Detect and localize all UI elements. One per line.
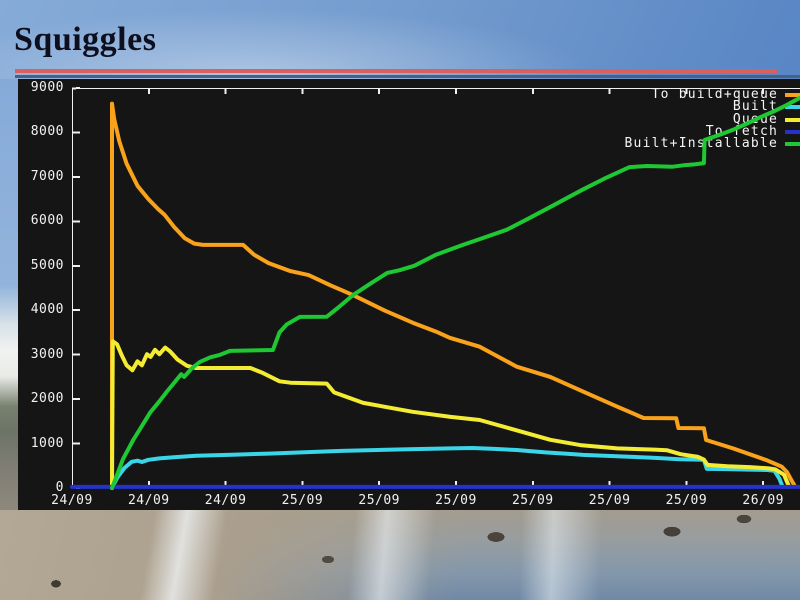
series-line-queue xyxy=(110,339,792,490)
y-tick-label: 0 xyxy=(55,480,64,495)
chart-legend: To build+queue Built Queue To fetch Built+In… xyxy=(624,88,800,152)
series-line-built-installable xyxy=(110,95,800,490)
series-line-to-build-queue xyxy=(110,101,797,490)
axis-line xyxy=(71,486,81,489)
title-rule-blue xyxy=(15,75,800,78)
slide-title: Squiggles xyxy=(14,21,157,58)
x-tick-label: 25/09 xyxy=(511,493,554,508)
title-rule-red xyxy=(15,69,777,73)
legend-swatch xyxy=(785,142,800,147)
y-tick-label: 7000 xyxy=(30,168,64,184)
beach-photo-bottom xyxy=(0,510,800,600)
x-tick-label: 24/09 xyxy=(51,493,93,508)
x-tick-label: 25/09 xyxy=(435,493,477,508)
chart-panel: 9000 8000 7000 6000 5000 4000 3000 2000 1000 0 24… xyxy=(18,79,800,510)
sky-background xyxy=(0,0,800,79)
y-tick-label: 3000 xyxy=(30,346,64,362)
y-tick-label: 6000 xyxy=(30,213,64,229)
axis-line xyxy=(71,87,81,90)
y-tick-label: 8000 xyxy=(30,124,64,140)
legend-swatch xyxy=(785,130,800,135)
x-tick-label: 25/09 xyxy=(358,493,401,508)
legend-swatch xyxy=(785,93,800,98)
x-tick-label: 24/09 xyxy=(204,493,247,508)
beach-photo-left-edge xyxy=(0,79,18,510)
x-tick-label: 25/09 xyxy=(281,493,324,508)
x-tick-label: 25/09 xyxy=(665,493,708,508)
x-tick-label: 25/09 xyxy=(588,493,631,508)
x-tick-label: 26/09 xyxy=(742,493,785,508)
legend-row: Built+Installable xyxy=(624,136,800,152)
y-tick-label: 1000 xyxy=(30,435,64,451)
legend-label: Built+Installable xyxy=(624,136,778,152)
y-tick-label: 2000 xyxy=(30,391,64,407)
y-tick-label: 5000 xyxy=(30,257,64,273)
y-tick-label: 9000 xyxy=(30,80,64,95)
legend-swatch xyxy=(785,117,800,122)
y-tick-label: 4000 xyxy=(30,302,64,318)
x-tick-label: 24/09 xyxy=(127,493,170,508)
series-line-built xyxy=(110,446,785,490)
legend-swatch xyxy=(785,105,800,110)
